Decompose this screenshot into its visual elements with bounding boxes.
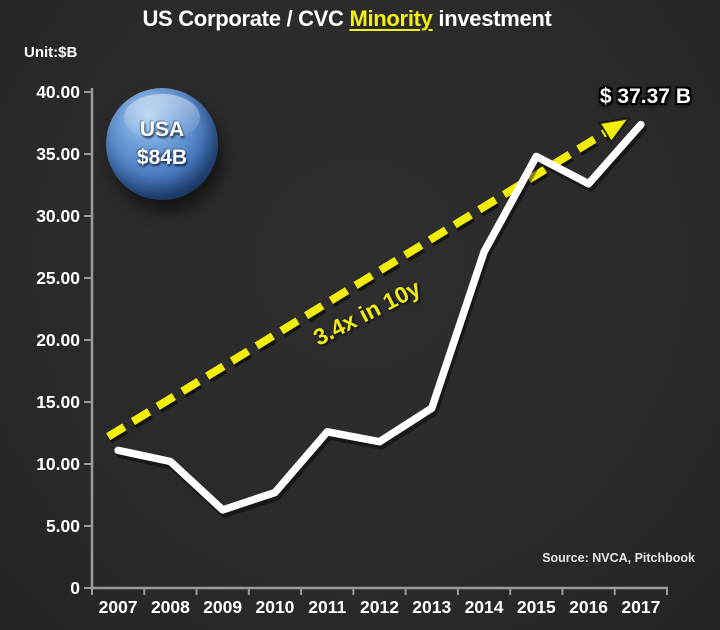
bubble-country-label: USA (139, 117, 185, 141)
y-axis-tick-label: 5.00 (46, 516, 80, 536)
title-highlight: Minority (349, 6, 433, 31)
y-axis-tick-label: 25.00 (36, 268, 80, 288)
y-axis-tick-label: 10.00 (36, 454, 80, 474)
usa-bubble: USA $84B (106, 88, 218, 200)
y-axis-tick-label: 40.00 (36, 82, 80, 102)
x-axis-tick-label: 2012 (360, 597, 399, 617)
x-axis-tick-label: 2010 (255, 597, 294, 617)
source-attribution: Source: NVCA, Pitchbook (542, 551, 695, 565)
title-suffix: investment (432, 6, 552, 31)
unit-label: Unit:$B (24, 44, 78, 61)
axis-lines (90, 88, 668, 590)
title-prefix: US Corporate / CVC (142, 6, 350, 31)
x-axis-tick-label: 2016 (569, 597, 608, 617)
x-axis-tick-label: 2007 (99, 597, 138, 617)
x-axis-tick-label: 2014 (465, 597, 504, 617)
trend-arrow-dashes (106, 127, 611, 441)
y-axis-tick-label: 30.00 (36, 206, 80, 226)
x-axis-tick-label: 2015 (517, 597, 556, 617)
x-axis-tick-label: 2011 (308, 597, 346, 617)
data-line (114, 120, 645, 514)
y-axis-tick-label: 20.00 (36, 330, 80, 350)
y-axis-tick-label: 0 (70, 578, 80, 598)
page-title: US Corporate / CVC Minority investment (0, 6, 694, 32)
trend-arrow-head (598, 117, 631, 144)
endpoint-value-callout: $ 37.37 B (599, 85, 691, 108)
x-axis-tick-label: 2017 (621, 597, 660, 617)
y-axis-tick-label: 35.00 (36, 144, 80, 164)
y-axis-tick-label: 15.00 (36, 392, 80, 412)
x-axis-tick-label: 2009 (203, 597, 242, 617)
bubble-amount-label: $84B (136, 146, 188, 169)
x-axis-tick-label: 2008 (151, 597, 190, 617)
x-axis-tick-label: 2013 (412, 597, 451, 617)
